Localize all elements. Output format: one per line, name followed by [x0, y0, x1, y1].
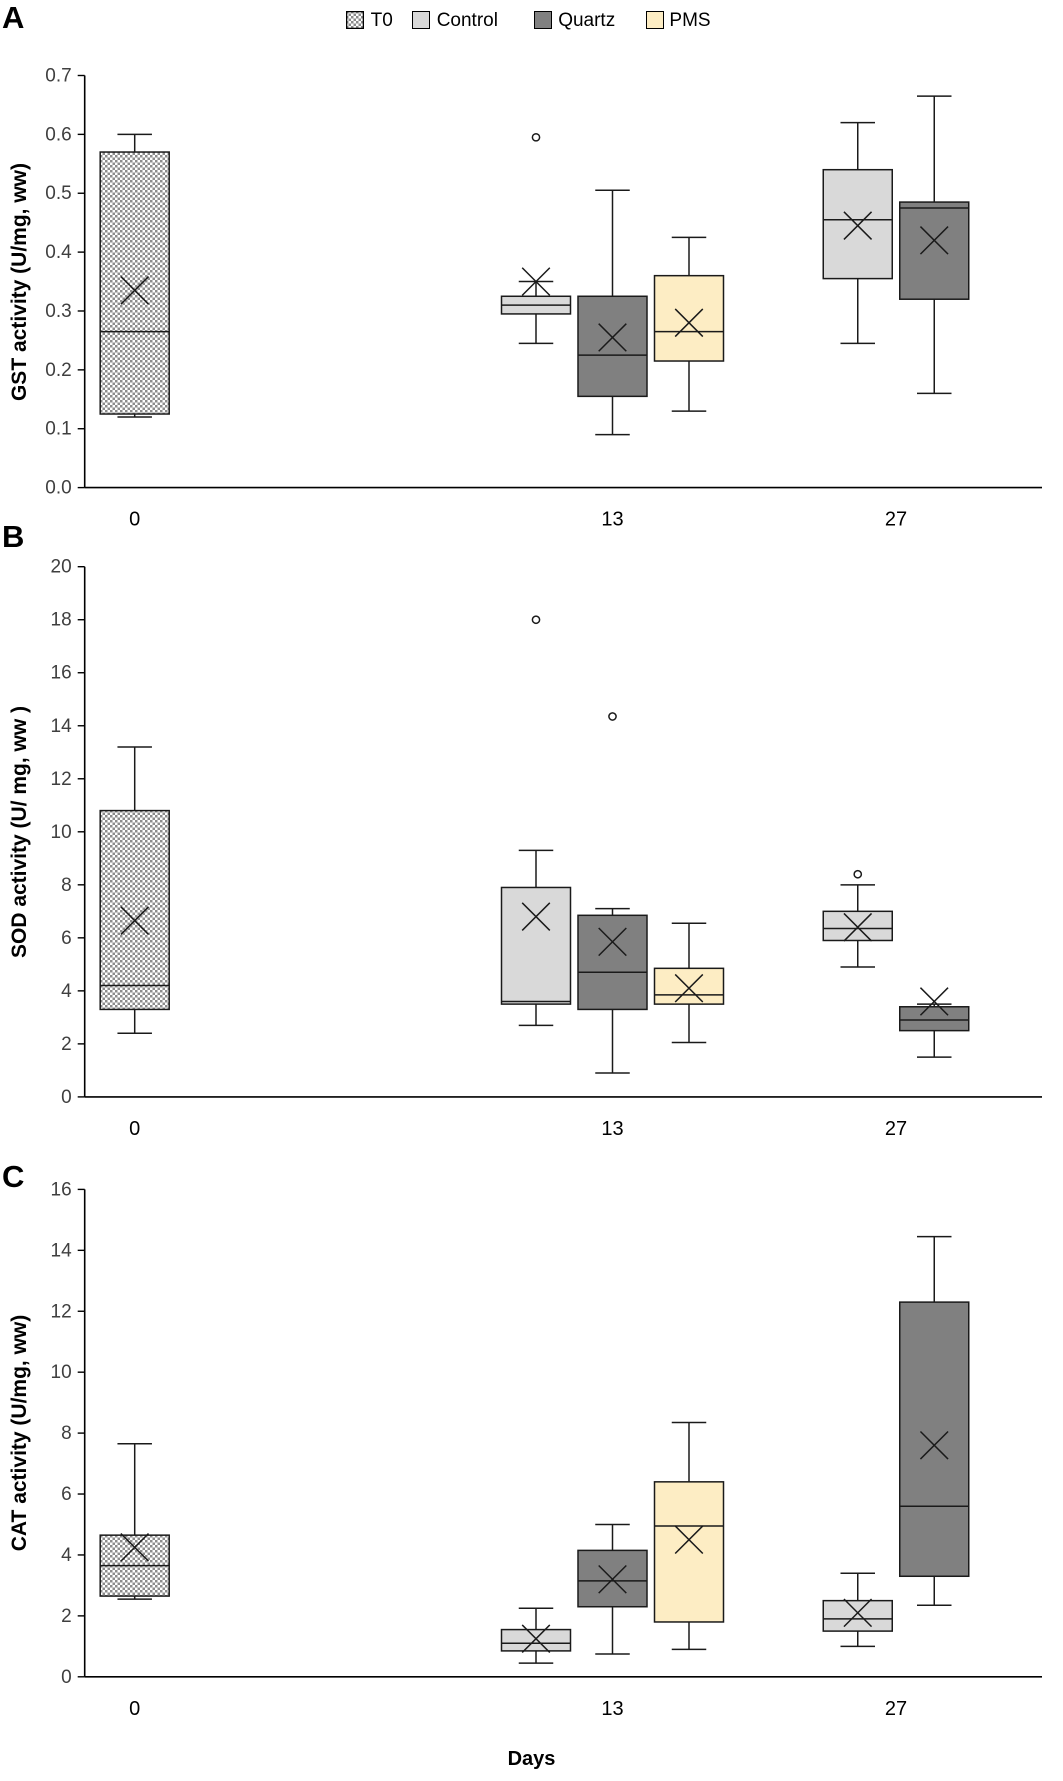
svg-text:6: 6	[61, 1484, 72, 1505]
svg-text:27: 27	[885, 1118, 907, 1140]
svg-text:0: 0	[129, 1698, 140, 1720]
svg-text:0: 0	[129, 509, 140, 531]
svg-text:13: 13	[601, 1118, 623, 1140]
svg-text:0: 0	[61, 1087, 72, 1108]
svg-text:16: 16	[51, 1179, 72, 1200]
svg-text:18: 18	[51, 610, 72, 631]
svg-text:0.2: 0.2	[45, 360, 71, 381]
svg-text:0.0: 0.0	[45, 478, 71, 499]
svg-text:0.7: 0.7	[45, 66, 71, 87]
svg-text:10: 10	[51, 1362, 72, 1383]
svg-text:0: 0	[61, 1667, 72, 1688]
svg-text:0.3: 0.3	[45, 301, 71, 322]
svg-text:14: 14	[51, 716, 73, 737]
svg-text:4: 4	[61, 1545, 72, 1566]
svg-text:0: 0	[129, 1118, 140, 1140]
svg-text:27: 27	[885, 509, 907, 531]
svg-text:13: 13	[601, 509, 623, 531]
svg-text:13: 13	[601, 1698, 623, 1720]
svg-text:0.4: 0.4	[45, 242, 72, 263]
svg-text:12: 12	[51, 769, 72, 790]
svg-text:10: 10	[51, 822, 72, 843]
svg-text:0.6: 0.6	[45, 124, 71, 145]
svg-text:16: 16	[51, 663, 72, 684]
svg-text:8: 8	[61, 875, 72, 896]
svg-text:2: 2	[61, 1034, 72, 1055]
svg-text:2: 2	[61, 1606, 72, 1627]
svg-text:0.5: 0.5	[45, 183, 71, 204]
svg-text:14: 14	[51, 1240, 73, 1261]
svg-text:0.1: 0.1	[45, 419, 71, 440]
svg-text:12: 12	[51, 1301, 72, 1322]
svg-text:8: 8	[61, 1423, 72, 1444]
svg-text:20: 20	[51, 557, 72, 578]
svg-text:27: 27	[885, 1698, 907, 1720]
svg-text:6: 6	[61, 928, 72, 949]
svg-text:4: 4	[61, 981, 72, 1002]
